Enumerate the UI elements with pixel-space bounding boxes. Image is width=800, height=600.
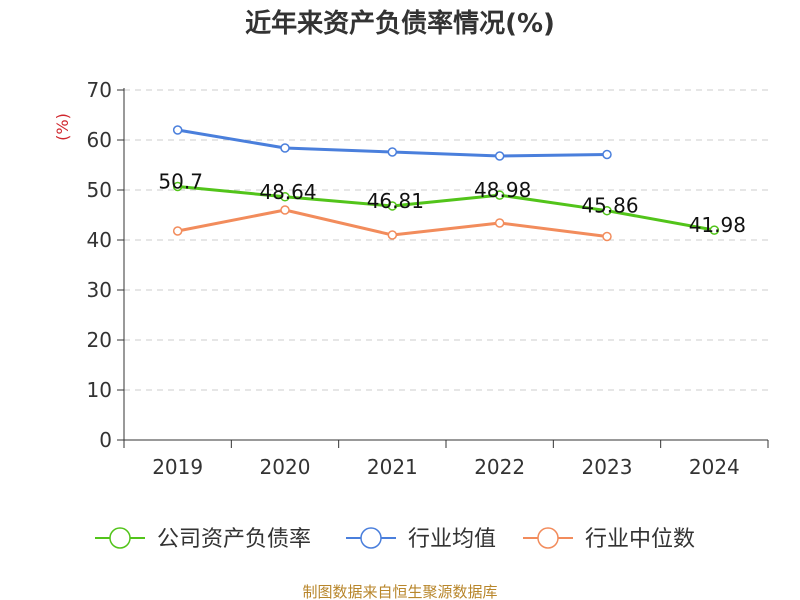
y-axis-label: (%) (53, 113, 72, 141)
legend-marker-0 (109, 527, 131, 549)
data-point (172, 226, 183, 236)
data-point (494, 151, 505, 161)
legend-label: 公司资产负债率 (157, 527, 311, 552)
legend-marker-2 (537, 527, 559, 549)
data-point (602, 205, 612, 216)
data-point (387, 230, 398, 240)
data-label: 41.98 (689, 213, 746, 237)
legend: 公司资产负债率 行业均值 行业中位数 (95, 527, 695, 552)
x-tick-label: 2019 (152, 455, 203, 479)
y-tick-label: 0 (99, 428, 112, 452)
y-tick-label: 60 (87, 128, 112, 152)
x-tick-label: 2023 (582, 455, 633, 479)
x-tick-label: 2022 (474, 455, 525, 479)
x-tick-label: 2020 (260, 455, 311, 479)
data-labels: 50.7 48.64 46.81 48.98 45.86 41.98 (158, 170, 746, 238)
data-label: 46.81 (367, 189, 424, 213)
data-label: 48.64 (259, 180, 316, 204)
data-label: 45.86 (581, 194, 638, 218)
data-point (387, 147, 398, 157)
data-point (494, 190, 505, 200)
y-tick-label: 40 (87, 228, 112, 252)
data-point (280, 192, 290, 202)
data-point (280, 205, 290, 215)
source-note: 制图数据来自恒生聚源数据库 (302, 583, 497, 600)
data-point (709, 225, 720, 235)
data-point (172, 125, 183, 135)
data-point (494, 218, 505, 228)
x-tick-label: 2024 (689, 455, 740, 479)
series-line-0 (177, 185, 715, 232)
data-point (172, 181, 183, 192)
legend-marker-1 (360, 527, 382, 549)
legend-label: 行业中位数 (585, 527, 695, 552)
x-tick-label: 2021 (367, 455, 418, 479)
y-tick-label: 70 (87, 78, 112, 102)
data-point (602, 149, 612, 160)
data-label: 48.98 (474, 178, 531, 202)
data-point (387, 201, 398, 211)
data-point (602, 231, 612, 242)
y-tick-label: 20 (87, 328, 112, 352)
y-tick-label: 30 (87, 278, 112, 302)
gridlines (124, 89, 768, 391)
data-point (280, 143, 290, 153)
axes: 0 10 20 30 40 50 60 70 2019 2020 2021 2022 2023 2024 (87, 78, 769, 479)
data-label: 50.7 (158, 170, 203, 194)
y-tick-label: 10 (87, 378, 112, 402)
y-tick-label: 50 (87, 178, 112, 202)
series-group (172, 125, 720, 242)
legend-label: 行业均值 (408, 527, 496, 552)
chart-title: 近年来资产负债率情况(%) (245, 8, 555, 39)
